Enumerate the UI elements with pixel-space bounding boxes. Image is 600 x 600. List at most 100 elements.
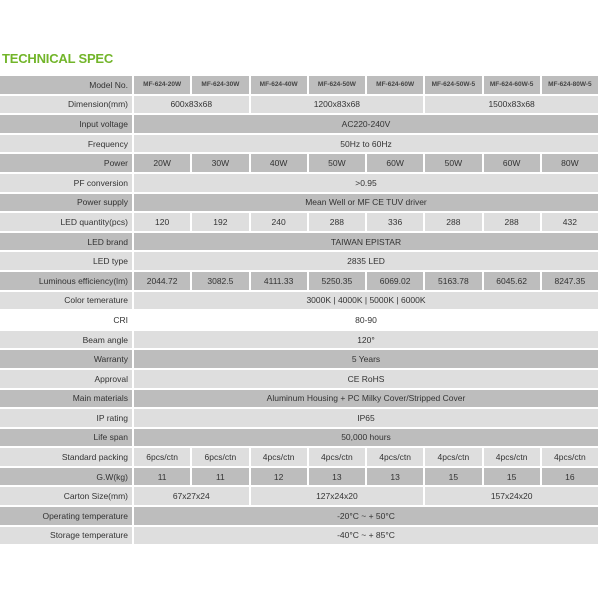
spec-value: 3082.5 — [192, 271, 249, 290]
spec-value: CE RoHS — [134, 369, 598, 388]
spec-value: 20W — [134, 154, 191, 172]
spec-value: 120 — [134, 213, 191, 231]
model-header: MF-624-50W — [308, 76, 365, 94]
spec-value: 240 — [250, 213, 307, 231]
spec-row: PF conversion >0.95 — [0, 173, 598, 192]
spec-value: 13 — [367, 467, 424, 486]
spec-row: Main materials Aluminum Housing + PC Milk… — [0, 389, 598, 408]
spec-row: Warranty 5 Years — [0, 350, 598, 368]
spec-label: Carton Size(mm) — [0, 487, 132, 506]
spec-label: Frequency — [0, 134, 132, 153]
spec-value: 80-90 — [134, 311, 598, 329]
spec-label: Input voltage — [0, 115, 132, 133]
spec-label: LED brand — [0, 232, 132, 251]
model-header: MF-624-80W-5 — [541, 76, 598, 94]
spec-label: LED type — [0, 252, 132, 270]
spec-value: 1500x83x68 — [425, 95, 598, 114]
spec-row: LED type 2835 LED — [0, 252, 598, 270]
spec-label: Life span — [0, 428, 132, 447]
spec-label: G.W(kg) — [0, 467, 132, 486]
spec-row: Power supply Mean Well or MF CE TUV drive… — [0, 193, 598, 212]
spec-label: Standard packing — [0, 448, 132, 466]
spec-value: 13 — [308, 467, 365, 486]
spec-value: TAIWAN EPISTAR — [134, 232, 598, 251]
model-header: MF-624-50W-5 — [425, 76, 482, 94]
spec-value: 50W — [308, 154, 365, 172]
spec-value: 6069.02 — [367, 271, 424, 290]
spec-value: 15 — [425, 467, 482, 486]
spec-label: Operating temperature — [0, 507, 132, 525]
spec-value: 288 — [425, 213, 482, 231]
spec-value: 5250.35 — [308, 271, 365, 290]
spec-row: Power 20W 30W 40W 50W 60W 50W 60W 80W — [0, 154, 598, 172]
spec-label: Main materials — [0, 389, 132, 408]
spec-row: Approval CE RoHS — [0, 369, 598, 388]
spec-value: 127x24x20 — [250, 487, 424, 506]
spec-value: 192 — [192, 213, 249, 231]
spec-value: 40W — [250, 154, 307, 172]
spec-value: 50,000 hours — [134, 428, 598, 447]
spec-label: Dimension(mm) — [0, 95, 132, 114]
spec-value: 11 — [134, 467, 191, 486]
spec-row: Standard packing 6pcs/ctn 6pcs/ctn 4pcs/ctn… — [0, 448, 598, 466]
spec-value: 3000K | 4000K | 5000K | 6000K — [134, 291, 598, 310]
spec-row: LED brand TAIWAN EPISTAR — [0, 232, 598, 251]
spec-label: Model No. — [0, 76, 132, 94]
spec-value: 80W — [541, 154, 598, 172]
spec-value: -20°C ~ + 50°C — [134, 507, 598, 525]
spec-value: 5 Years — [134, 350, 598, 368]
spec-value: 50Hz to 60Hz — [134, 134, 598, 153]
spec-label: PF conversion — [0, 173, 132, 192]
spec-label: Approval — [0, 369, 132, 388]
spec-value: 50W — [425, 154, 482, 172]
model-header: MF-624-20W — [134, 76, 191, 94]
spec-value: 432 — [541, 213, 598, 231]
spec-value: 60W — [367, 154, 424, 172]
spec-label: IP rating — [0, 409, 132, 427]
spec-row: IP rating IP65 — [0, 409, 598, 427]
spec-row: CRI 80-90 — [0, 311, 598, 329]
spec-value: 15 — [483, 467, 540, 486]
spec-value: 4111.33 — [250, 271, 307, 290]
spec-label: CRI — [0, 311, 132, 329]
spec-row: Storage temperature -40°C ~ + 85°C — [0, 526, 598, 545]
spec-value: 6pcs/ctn — [134, 448, 191, 466]
spec-value: 16 — [541, 467, 598, 486]
model-header: MF-624-40W — [250, 76, 307, 94]
spec-row: Input voltage AC220-240V — [0, 115, 598, 133]
spec-value: 67x27x24 — [134, 487, 249, 506]
spec-value: 288 — [483, 213, 540, 231]
spec-value: Aluminum Housing + PC Milky Cover/Stripp… — [134, 389, 598, 408]
spec-label: Color temerature — [0, 291, 132, 310]
spec-value: 4pcs/ctn — [367, 448, 424, 466]
spec-value: 4pcs/ctn — [308, 448, 365, 466]
spec-value: 60W — [483, 154, 540, 172]
spec-value: 8247.35 — [541, 271, 598, 290]
spec-value: 600x83x68 — [134, 95, 249, 114]
model-header: MF-624-30W — [192, 76, 249, 94]
spec-row: Frequency 50Hz to 60Hz — [0, 134, 598, 153]
spec-row: G.W(kg) 11 11 12 13 13 15 15 16 — [0, 467, 598, 486]
spec-row: LED quantity(pcs) 120 192 240 288 336 288 288 43… — [0, 213, 598, 231]
spec-value: 2044.72 — [134, 271, 191, 290]
spec-row: Life span 50,000 hours — [0, 428, 598, 447]
spec-label: Storage temperature — [0, 526, 132, 545]
spec-value: AC220-240V — [134, 115, 598, 133]
spec-value: >0.95 — [134, 173, 598, 192]
spec-label: Luminous efficiency(lm) — [0, 271, 132, 290]
spec-row: Color temerature 3000K | 4000K | 5000K | … — [0, 291, 598, 310]
spec-value: -40°C ~ + 85°C — [134, 526, 598, 545]
spec-value: 11 — [192, 467, 249, 486]
spec-value: 4pcs/ctn — [250, 448, 307, 466]
spec-table: Model No. MF-624-20W MF-624-30W MF-624-40W M… — [0, 74, 600, 546]
spec-value: 4pcs/ctn — [483, 448, 540, 466]
spec-value: 288 — [308, 213, 365, 231]
spec-label: Power — [0, 154, 132, 172]
spec-value: 4pcs/ctn — [425, 448, 482, 466]
spec-value: 336 — [367, 213, 424, 231]
spec-value: 157x24x20 — [425, 487, 598, 506]
spec-value: IP65 — [134, 409, 598, 427]
spec-label: LED quantity(pcs) — [0, 213, 132, 231]
spec-label: Beam angle — [0, 330, 132, 349]
spec-value: 12 — [250, 467, 307, 486]
